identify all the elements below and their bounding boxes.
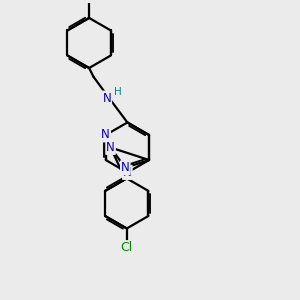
Text: N: N: [121, 161, 130, 174]
Text: N: N: [102, 92, 111, 104]
Text: N: N: [106, 141, 115, 154]
Text: H: H: [114, 87, 122, 98]
Text: Cl: Cl: [121, 241, 133, 254]
Text: N: N: [101, 128, 110, 142]
Text: N: N: [123, 166, 132, 179]
